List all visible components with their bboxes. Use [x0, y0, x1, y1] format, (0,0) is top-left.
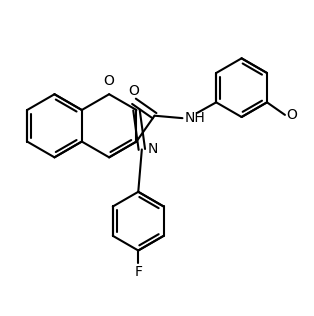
Text: F: F [134, 265, 142, 279]
Text: O: O [128, 84, 139, 98]
Text: O: O [104, 74, 115, 88]
Text: NH: NH [184, 111, 205, 125]
Text: O: O [287, 108, 298, 122]
Text: N: N [148, 143, 158, 156]
